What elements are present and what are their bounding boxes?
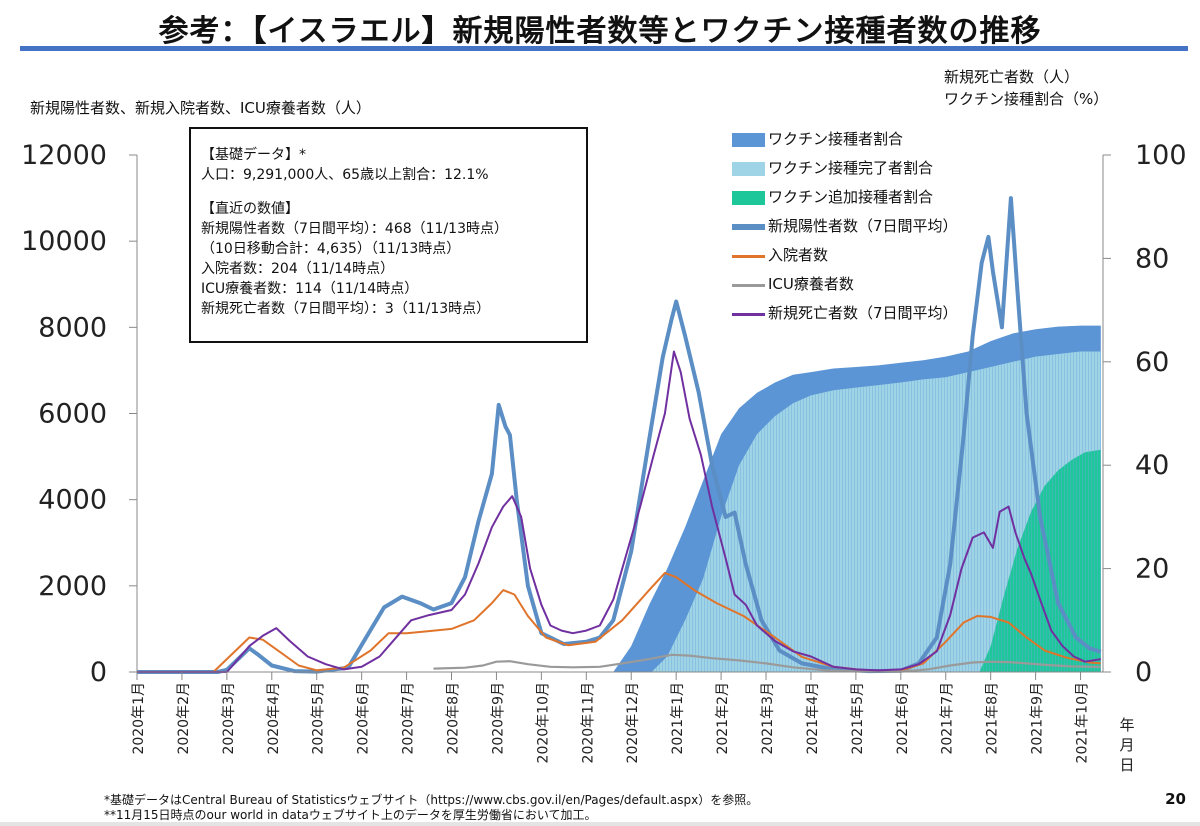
basic-data-heading: 【基礎データ】*: [201, 147, 306, 163]
population-line: 人口：9,291,000人、65歳以上割合：12.1%: [201, 167, 489, 183]
x-tick-label: 2021年3月: [760, 682, 776, 755]
legend-label: ワクチン接種完了者割合: [768, 159, 934, 177]
y-left-tick-label: 6000: [38, 399, 107, 430]
cases-line: [137, 196, 1102, 674]
y-right-tick-label: 60: [1135, 347, 1169, 378]
x-tick-label: 2020年2月: [176, 682, 192, 755]
left-axis-title: 新規陽性者数、新規入院者数、ICU療養者数（人）: [30, 99, 371, 117]
icu-line: [433, 653, 1101, 673]
x-tick-label: 2021年10月: [1075, 682, 1091, 763]
y-left-tick-label: 12000: [21, 140, 107, 171]
date-axis-unit: 年: [1119, 716, 1134, 734]
recent-icu-line: ICU療養者数：114（11/14時点）: [201, 281, 419, 297]
title-underline: [20, 46, 1188, 51]
recent-hospitalized-line: 入院者数：204（11/14時点）: [201, 261, 395, 277]
legend-label: 新規陽性者数（7日間平均）: [768, 217, 958, 235]
x-tick-label: 2021年2月: [715, 682, 731, 755]
date-axis-unit: 月: [1119, 736, 1134, 754]
legend-swatch-vaccinated: [732, 133, 765, 147]
x-tick-label: 2020年11月: [580, 682, 596, 763]
legend-swatch-booster: [732, 191, 765, 205]
y-left-tick-label: 2000: [38, 571, 107, 602]
y-left-tick-label: 8000: [38, 312, 107, 343]
hospitalized-line: [212, 571, 1101, 673]
recent-cases-line: 新規陽性者数（7日間平均）：468（11/13時点）: [201, 221, 508, 237]
right-axis-title-line1: 新規死亡者数（人）: [944, 68, 1080, 86]
legend-line-deaths: [732, 313, 765, 316]
vaccination-texture: [653, 351, 1101, 672]
x-tick-label: 2020年8月: [446, 682, 462, 755]
y-left-tick-label: 4000: [38, 485, 107, 516]
fully-vaccinated-area: [651, 351, 1101, 672]
x-tick-label: 2020年4月: [266, 682, 282, 755]
legend-label: ワクチン接種者割合: [768, 130, 904, 148]
legend-line-icu: [732, 284, 765, 287]
x-tick-label: 2021年5月: [850, 682, 866, 755]
x-tick-label: 2021年1月: [670, 682, 686, 755]
recent-deaths-line: 新規死亡者数（7日間平均）：3（11/13時点）: [201, 301, 491, 317]
y-left-tick-label: 0: [90, 657, 107, 688]
x-tick-label: 2020年5月: [311, 682, 327, 755]
x-tick-label: 2020年7月: [401, 682, 417, 755]
right-axis-title: 新規死亡者数（人） ワクチン接種割合（%）: [944, 66, 1108, 110]
basic-data-box: 【基礎データ】* 人口：9,291,000人、65歳以上割合：12.1% 【直近…: [189, 127, 588, 343]
x-tick-label: 2021年7月: [940, 682, 956, 755]
x-tick-label: 2021年9月: [1030, 682, 1046, 755]
y-right-tick-label: 80: [1135, 243, 1169, 274]
y-right-tick-label: 0: [1135, 657, 1152, 688]
page-title: 参考：【イスラエル】新規陽性者数等とワクチン接種者数の推移: [158, 14, 1042, 49]
recent-values-heading: 【直近の数値】: [201, 201, 299, 217]
footnote-2: **11月15日時点のour world in dataウェブサイト上のデータを…: [104, 808, 597, 822]
y-right-tick-label: 100: [1135, 140, 1187, 171]
legend-label: 新規死亡者数（7日間平均）: [768, 304, 958, 322]
legend-label: ICU療養者数: [768, 275, 854, 293]
y-left-tick-label: 10000: [21, 226, 107, 257]
series-lines: [137, 196, 1102, 674]
x-tick-label: 2021年4月: [805, 682, 821, 755]
footnote-1: *基礎データはCentral Bureau of Statisticsウェブサイ…: [104, 793, 759, 807]
legend-line-cases: [732, 224, 765, 230]
y-right-tick-label: 20: [1135, 554, 1169, 585]
recent-10day-line: （10日移動合計：4,635）（11/13時点）: [201, 241, 461, 257]
y-right-tick-label: 40: [1135, 450, 1169, 481]
x-tick-label: 2020年1月: [131, 682, 147, 755]
x-tick-label: 2020年3月: [221, 682, 237, 755]
x-tick-label: 2020年10月: [535, 682, 551, 763]
x-tick-label: 2020年9月: [490, 682, 506, 755]
deaths-line: [137, 350, 1101, 673]
legend-label: ワクチン追加接種者割合: [768, 188, 934, 206]
x-tick-label: 2020年6月: [356, 682, 372, 755]
x-tick-label: 2021年8月: [985, 682, 1001, 755]
right-axis-title-line2: ワクチン接種割合（%）: [944, 90, 1109, 108]
axes: 0 2000 4000 6000 8000 10000 12000 0 20 40 60 80 100 2…: [21, 140, 1186, 774]
x-tick-label: 2020年12月: [625, 682, 641, 763]
bottom-divider: [0, 822, 1200, 826]
date-axis-unit: 日: [1119, 756, 1134, 774]
page-number: 20: [1165, 790, 1186, 808]
legend-line-hospitalized: [732, 255, 765, 258]
legend-swatch-fully-vaccinated: [732, 162, 765, 176]
legend-label: 入院者数: [768, 246, 829, 264]
x-tick-label: 2021年6月: [895, 682, 911, 755]
